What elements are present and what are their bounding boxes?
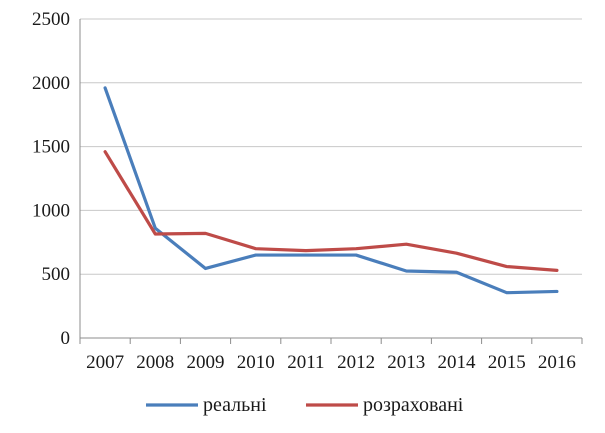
series-line-0: [103, 86, 559, 295]
x-tick-label: 2009: [187, 352, 225, 373]
y-tick-label: 500: [42, 264, 71, 285]
axes: [79, 19, 583, 344]
y-tick-label: 2000: [32, 73, 70, 94]
x-tick-label: 2016: [538, 352, 576, 373]
x-tick-label: 2011: [287, 352, 324, 373]
y-tick-labels: 0 500 1000 1500 2000 2500: [32, 9, 70, 349]
x-tick-label: 2012: [337, 352, 375, 373]
y-tick-label: 1500: [32, 137, 70, 158]
x-tick-label: 2007: [86, 352, 124, 373]
legend-label-0: реальні: [203, 394, 267, 416]
series-line-1: [103, 150, 559, 272]
x-tick-labels: 2007 2008 2009 2010 2011 2012 2013 2014 2015 2016: [86, 352, 576, 373]
legend: реальні розраховані: [146, 394, 464, 416]
x-tick-label: 2010: [237, 352, 275, 373]
grid-lines: [80, 18, 582, 275]
x-tick-label: 2015: [488, 352, 526, 373]
x-tick-label: 2013: [387, 352, 425, 373]
x-tick-label: 2008: [136, 352, 174, 373]
y-tick-label: 1000: [32, 200, 70, 221]
y-tick-label: 2500: [32, 9, 70, 30]
series-lines: [103, 86, 559, 295]
y-tick-label: 0: [61, 328, 71, 349]
legend-label-1: розраховані: [363, 394, 464, 416]
x-tick-label: 2014: [438, 352, 477, 373]
